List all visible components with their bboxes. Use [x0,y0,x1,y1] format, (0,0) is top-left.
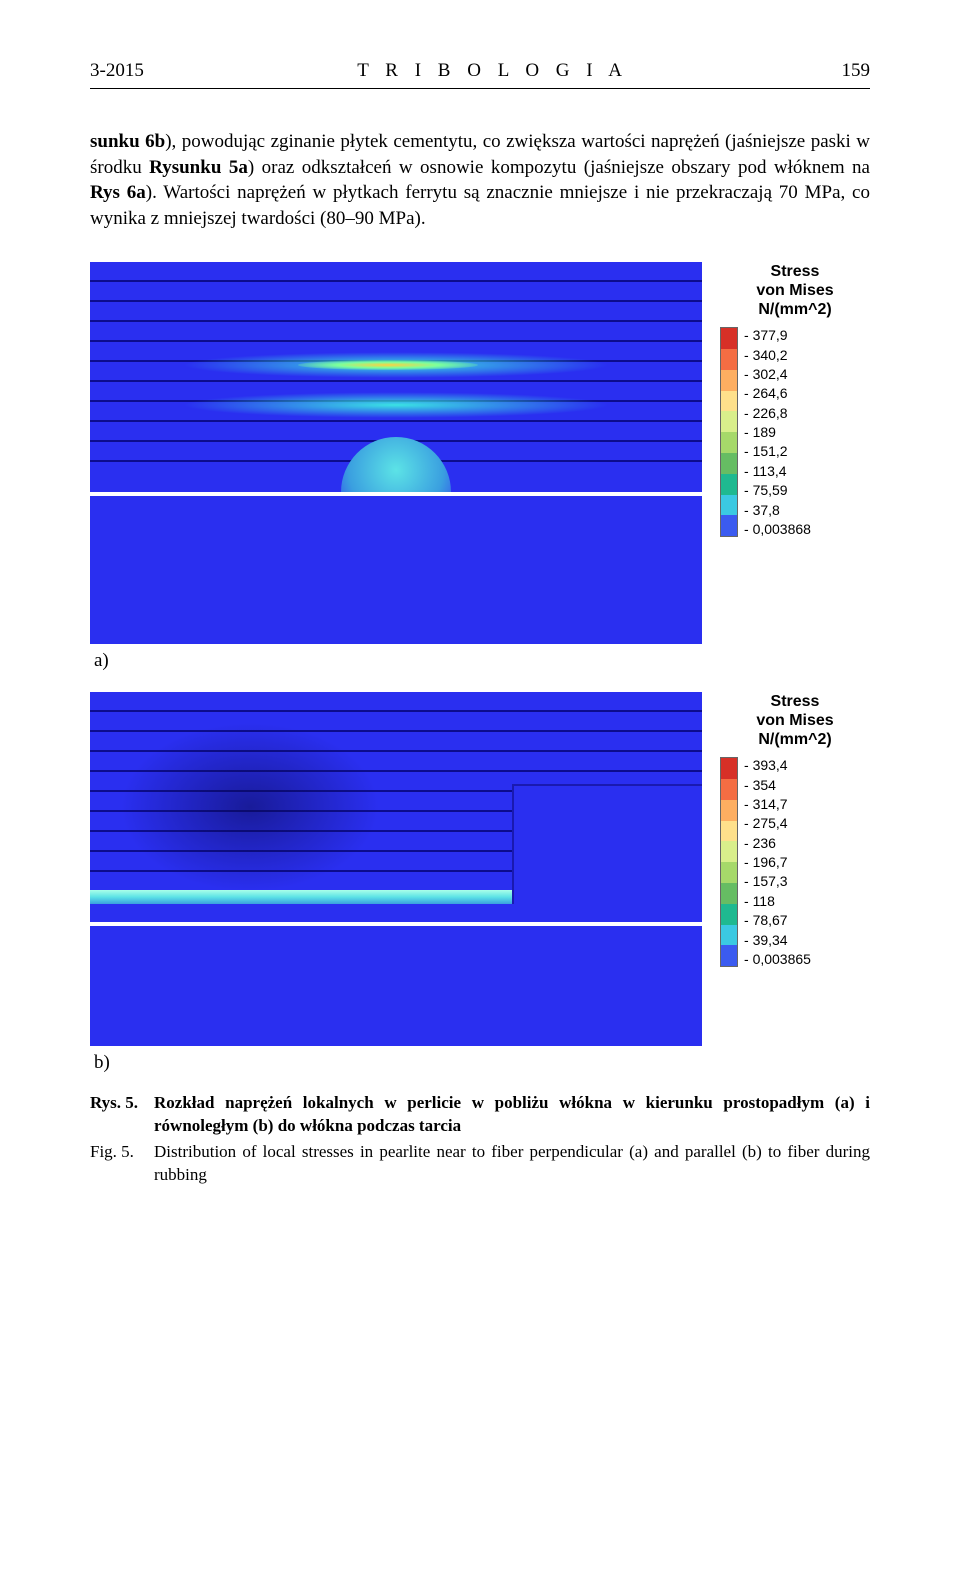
colorbar-tick: 37,8 [744,502,811,518]
colorbar-tick: 264,6 [744,385,811,401]
caption-fig-text: Distribution of local stresses in pearli… [154,1141,870,1187]
upper-slab-b [90,692,702,922]
colorbar-ticks-b: 393,4 354 314,7 275,4 236 196,7 157,3 118 78,67 3… [744,757,811,967]
colorbar-tick: 393,4 [744,757,811,773]
stress-figure-a: Stress von Mises N/(mm^2) 377,9 340,2 302,… [90,262,870,644]
body-paragraph: sunku 6b), powodując zginanie płytek cem… [90,129,870,232]
upper-slab-a [90,262,702,492]
caption-fig-tag: Fig. 5. [90,1141,154,1187]
page-header: 3-2015 T R I B O L O G I A 159 [90,60,870,89]
colorbar-ticks-a: 377,9 340,2 302,4 264,6 226,8 189 151,2 113,4 75… [744,327,811,537]
colorbar-tick: 0,003868 [744,521,811,537]
lower-slab-a [90,496,702,644]
colorbar-tick: 113,4 [744,463,811,479]
colorbar-tick: 302,4 [744,366,811,382]
figure-a-block: Stress von Mises N/(mm^2) 377,9 340,2 302,… [90,262,870,672]
colorbar-tick: 118 [744,893,811,909]
colorbar-a [720,327,738,537]
colorbar-tick: 39,34 [744,932,811,948]
sim-region-b [90,692,702,1046]
subfigure-label-a: a) [94,650,870,672]
colorbar-tick: 78,67 [744,912,811,928]
colorbar-tick: 354 [744,777,811,793]
colorbar-tick: 314,7 [744,796,811,812]
indenter-ball-icon [341,437,451,492]
subfigure-label-b: b) [94,1052,870,1074]
caption-rys-text: Rozkład naprężeń lokalnych w perlicie w … [154,1092,870,1138]
colorbar-tick: 189 [744,424,811,440]
sim-region-a [90,262,702,644]
colorbar-b [720,757,738,967]
colorbar-tick: 157,3 [744,873,811,889]
legend-b: Stress von Mises N/(mm^2) 393,4 354 314,7 2… [720,692,870,1046]
inset-box [512,784,702,922]
stress-figure-b: Stress von Mises N/(mm^2) 393,4 354 314,7 2… [90,692,870,1046]
header-center: T R I B O L O G I A [357,60,628,82]
legend-title-a: Stress von Mises N/(mm^2) [720,262,870,320]
header-left: 3-2015 [90,60,144,82]
colorbar-tick: 275,4 [744,815,811,831]
header-right: 159 [841,60,870,82]
figure-caption: Rys. 5. Rozkład naprężeń lokalnych w per… [90,1092,870,1188]
legend-a: Stress von Mises N/(mm^2) 377,9 340,2 302,… [720,262,870,644]
figure-b-block: Stress von Mises N/(mm^2) 393,4 354 314,7 2… [90,692,870,1074]
colorbar-tick: 236 [744,835,811,851]
colorbar-tick: 75,59 [744,482,811,498]
colorbar-tick: 196,7 [744,854,811,870]
colorbar-tick: 0,003865 [744,951,811,967]
colorbar-tick: 340,2 [744,347,811,363]
legend-title-b: Stress von Mises N/(mm^2) [720,692,870,750]
colorbar-tick: 377,9 [744,327,811,343]
caption-rys-tag: Rys. 5. [90,1092,154,1138]
colorbar-tick: 226,8 [744,405,811,421]
lower-slab-b [90,926,702,1046]
colorbar-tick: 151,2 [744,443,811,459]
